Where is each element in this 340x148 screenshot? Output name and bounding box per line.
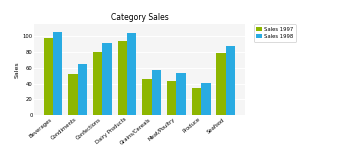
Bar [127, 33, 136, 115]
Bar [78, 64, 87, 115]
Bar [152, 70, 161, 115]
Bar [118, 41, 127, 115]
Bar [44, 38, 53, 115]
Bar [226, 46, 235, 115]
Bar [192, 87, 201, 115]
Y-axis label: Sales: Sales [15, 61, 20, 78]
Bar [93, 52, 102, 115]
Bar [68, 74, 78, 115]
Bar [217, 53, 226, 115]
Bar [102, 43, 112, 115]
Bar [53, 32, 62, 115]
Bar [167, 81, 176, 115]
Bar [142, 79, 152, 115]
Bar [201, 83, 210, 115]
Title: Category Sales: Category Sales [110, 13, 168, 21]
Legend: Sales 1997, Sales 1998: Sales 1997, Sales 1998 [254, 24, 296, 42]
Bar [176, 73, 186, 115]
